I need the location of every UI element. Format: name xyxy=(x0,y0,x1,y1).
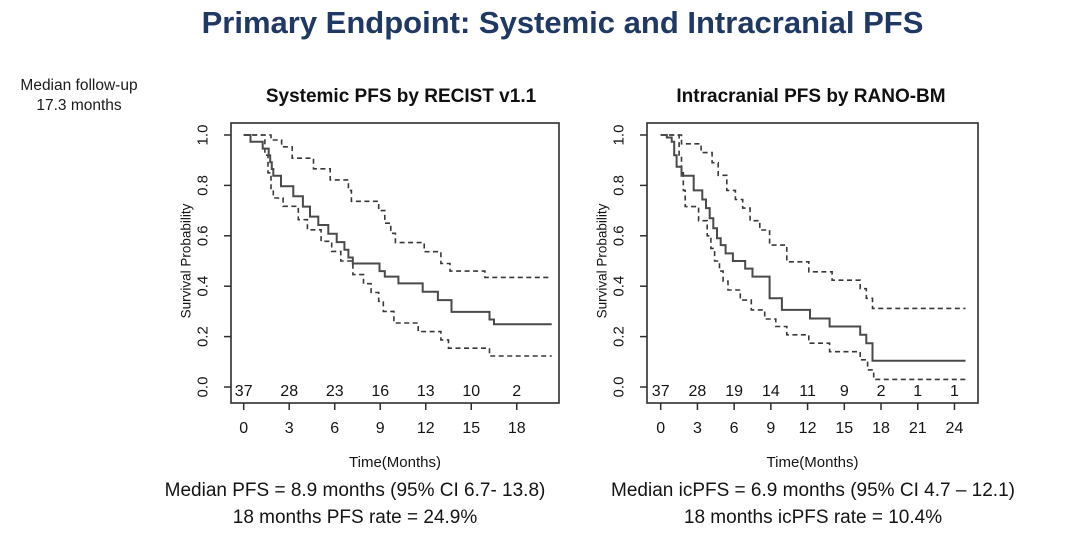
km-curve xyxy=(660,134,966,362)
x-tick-label: 18 xyxy=(508,420,526,437)
x-tick-label: 0 xyxy=(239,420,248,437)
at-risk-count: 28 xyxy=(280,383,298,400)
plot-box xyxy=(230,122,560,404)
x-tick-label: 9 xyxy=(376,420,385,437)
at-risk-count: 9 xyxy=(840,383,849,400)
at-risk-count: 10 xyxy=(462,383,480,400)
at-risk-count: 28 xyxy=(689,383,707,400)
at-risk-count: 2 xyxy=(877,383,886,400)
y-tick-label: 0.6 xyxy=(611,225,628,246)
x-tick-label: 3 xyxy=(285,420,294,437)
systemic-pfs-km-plot: 1.0 0.8 0.6 0.4 0.2 0.0 Survival Probability 0 3… xyxy=(179,122,560,471)
y-tick-label: 0.0 xyxy=(611,377,628,398)
x-axis-title: Time(Months) xyxy=(767,454,859,471)
plot-box xyxy=(646,122,979,404)
chart-title-intracranial-pfs: Intracranial PFS by RANO-BM xyxy=(676,86,946,107)
y-tick-label: 1.0 xyxy=(195,125,212,146)
at-risk-count: 2 xyxy=(512,383,521,400)
at-risk-count: 1 xyxy=(950,383,959,400)
at-risk-count: 37 xyxy=(652,383,670,400)
at-risk-count: 1 xyxy=(913,383,922,400)
y-tick-label: 0.8 xyxy=(611,175,628,196)
x-tick-label: 21 xyxy=(909,420,927,437)
at-risk-count: 16 xyxy=(371,383,389,400)
intracranial-pfs-caption: Median icPFS = 6.9 months (95% CI 4.7 – … xyxy=(587,477,1039,531)
x-tick-label: 6 xyxy=(730,420,739,437)
x-tick-label: 12 xyxy=(799,420,817,437)
at-risk-count: 11 xyxy=(799,383,816,400)
systemic-median-pfs-text: Median PFS = 8.9 months (95% CI 6.7- 13.… xyxy=(164,480,546,501)
y-tick-label: 0.4 xyxy=(611,276,628,297)
x-tick-label: 12 xyxy=(417,420,435,437)
intracranial-pfs-km-plot: 1.0 0.8 0.6 0.4 0.2 0.0 Survival Probability 0 3… xyxy=(595,122,979,471)
y-tick-label: 0.6 xyxy=(195,225,212,246)
at-risk-count: 14 xyxy=(762,383,780,400)
y-tick-label: 0.0 xyxy=(195,377,212,398)
systemic-18mo-rate-text: 18 months PFS rate = 24.9% xyxy=(232,507,478,528)
ci-upper-curve xyxy=(660,134,966,310)
x-tick-label: 24 xyxy=(946,420,964,437)
x-tick-label: 3 xyxy=(693,420,702,437)
at-risk-count: 13 xyxy=(417,383,435,400)
y-tick-label: 0.4 xyxy=(195,276,212,297)
intracranial-median-pfs-text: Median icPFS = 6.9 months (95% CI 4.7 – … xyxy=(611,480,1015,501)
y-axis-title: Survival Probability xyxy=(595,203,610,318)
systemic-pfs-caption: Median PFS = 8.9 months (95% CI 6.7- 13.… xyxy=(130,477,580,531)
at-risk-count: 19 xyxy=(725,383,743,400)
x-tick-label: 15 xyxy=(835,420,853,437)
x-tick-label: 6 xyxy=(330,420,339,437)
y-tick-label: 0.8 xyxy=(195,175,212,196)
ci-lower-curve xyxy=(660,134,966,381)
at-risk-count: 37 xyxy=(235,383,253,400)
x-tick-label: 15 xyxy=(462,420,480,437)
median-followup-line1: Median follow-up xyxy=(20,77,138,94)
x-axis-title: Time(Months) xyxy=(349,454,441,471)
x-tick-label: 18 xyxy=(872,420,890,437)
x-tick-label: 9 xyxy=(766,420,775,437)
median-followup-note: Median follow-up 17.3 months xyxy=(0,76,158,116)
ci-lower-curve xyxy=(243,134,552,357)
y-tick-label: 0.2 xyxy=(195,326,212,347)
at-risk-count: 23 xyxy=(326,383,344,400)
km-curve xyxy=(243,134,552,326)
y-tick-label: 1.0 xyxy=(611,125,628,146)
intracranial-18mo-rate-text: 18 months icPFS rate = 10.4% xyxy=(683,507,943,528)
y-axis-title: Survival Probability xyxy=(179,203,194,318)
y-tick-label: 0.2 xyxy=(611,326,628,347)
median-followup-line2: 17.3 months xyxy=(36,97,122,114)
ci-upper-curve xyxy=(243,134,552,279)
slide-title: Primary Endpoint: Systemic and Intracran… xyxy=(201,5,924,40)
x-tick-label: 0 xyxy=(656,420,665,437)
chart-title-systemic-pfs: Systemic PFS by RECIST v1.1 xyxy=(265,86,537,107)
